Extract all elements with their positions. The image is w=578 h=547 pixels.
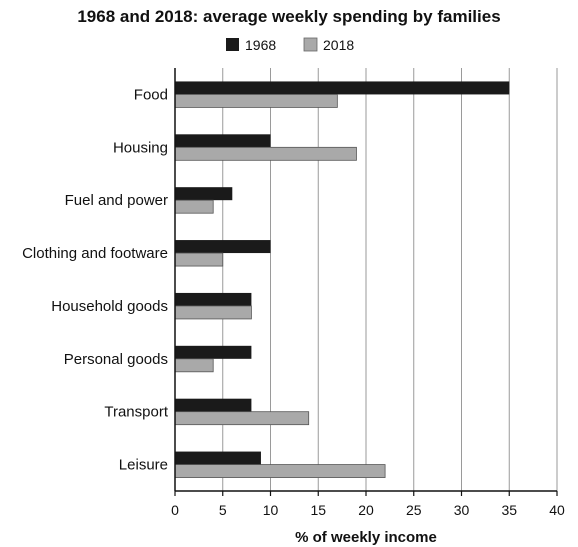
category-label: Transport	[104, 404, 168, 421]
legend-label-1968: 1968	[245, 37, 276, 53]
bar-2018	[174, 305, 252, 320]
bar-1968	[175, 451, 261, 465]
bars	[174, 81, 510, 478]
x-axis-label: % of weekly income	[295, 529, 437, 546]
category-label: Housing	[113, 139, 168, 156]
gridlines	[222, 68, 558, 491]
x-tick-label: 35	[501, 502, 517, 518]
bar-2018	[174, 199, 214, 214]
category-labels: Food Housing Fuel and power Clothing and fo…	[22, 86, 169, 473]
category-label: Household goods	[51, 298, 168, 315]
bar-2018	[174, 464, 386, 478]
bar-2018	[174, 411, 310, 426]
x-tick-label: 10	[263, 502, 279, 518]
bar-2018	[174, 358, 214, 373]
bar-1968	[175, 240, 271, 254]
bar-1968	[175, 292, 252, 306]
category-label: Personal goods	[64, 351, 168, 368]
x-tick-label: 5	[219, 502, 227, 518]
legend-swatch-1968	[226, 38, 239, 51]
x-tick-label: 30	[454, 502, 470, 518]
category-label: Fuel and power	[65, 192, 168, 209]
x-tick-labels: 0 5 10 15 20 25 30 35 40	[171, 491, 565, 518]
category-label: Leisure	[119, 457, 168, 474]
bar-1968	[175, 345, 252, 359]
bar-1968	[175, 187, 233, 201]
legend-swatch-2018	[303, 37, 318, 52]
bar-2018	[174, 94, 338, 108]
x-tick-label: 25	[406, 502, 422, 518]
category-label: Food	[134, 86, 168, 103]
x-tick-label: 0	[171, 502, 179, 518]
chart-title: 1968 and 2018: average weekly spending b…	[77, 7, 500, 26]
x-tick-label: 15	[310, 502, 326, 518]
legend: 1968 2018	[226, 37, 354, 53]
bar-1968	[175, 134, 271, 148]
x-tick-label: 20	[358, 502, 374, 518]
bar-2018	[174, 252, 224, 267]
x-tick-label: 40	[549, 502, 565, 518]
bar-2018	[174, 146, 357, 161]
bar-1968	[175, 398, 252, 412]
bar-1968	[175, 81, 510, 95]
legend-label-2018: 2018	[323, 37, 354, 53]
category-label: Clothing and footware	[22, 245, 168, 262]
